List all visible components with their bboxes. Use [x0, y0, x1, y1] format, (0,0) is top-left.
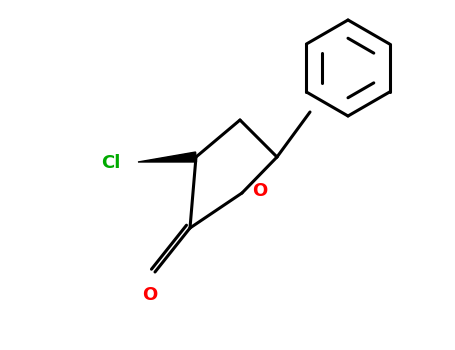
Text: Cl: Cl — [101, 154, 120, 172]
Polygon shape — [138, 152, 197, 162]
Text: O: O — [252, 182, 267, 200]
Text: O: O — [142, 286, 157, 304]
